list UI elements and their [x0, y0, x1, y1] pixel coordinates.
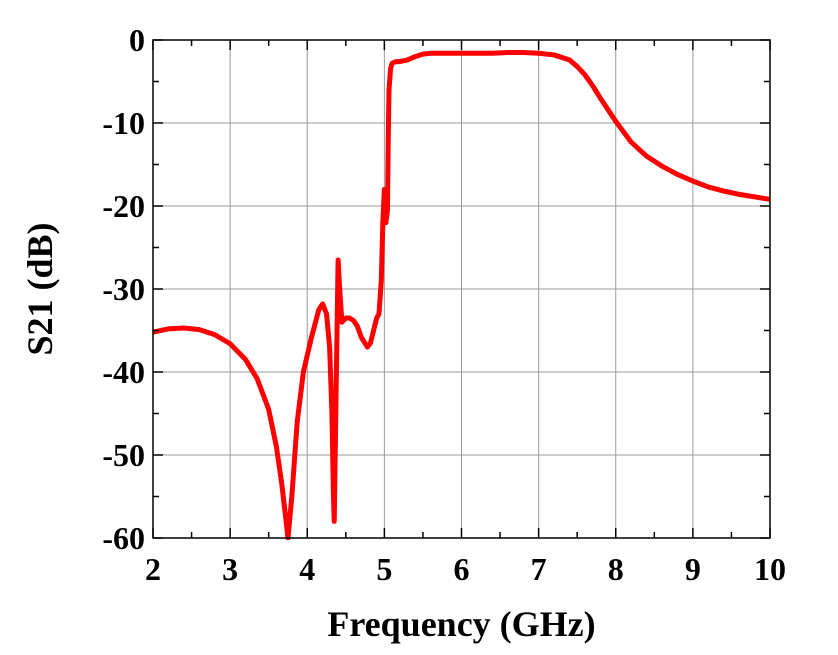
tick-marks — [152, 39, 771, 539]
x-tick-label-6: 8 — [608, 551, 624, 587]
grid-lines — [153, 40, 770, 538]
y-tick-labels: 0 -10 -20 -30 -40 -50 -60 — [102, 22, 145, 556]
x-axis-title: Frequency (GHz) — [327, 604, 595, 644]
x-tick-labels: 2 3 4 5 6 7 8 9 10 — [145, 551, 786, 587]
y-tick-label-0: 0 — [129, 22, 145, 58]
x-tick-label-0: 2 — [145, 551, 161, 587]
x-tick-label-2: 4 — [299, 551, 315, 587]
y-tick-label-1: -10 — [102, 105, 145, 141]
x-tick-label-8: 10 — [754, 551, 786, 587]
x-tick-label-7: 9 — [685, 551, 701, 587]
series-layer — [153, 49, 770, 540]
x-tick-label-3: 5 — [376, 551, 392, 587]
x-tick-label-5: 7 — [531, 551, 547, 587]
y-tick-label-2: -20 — [102, 188, 145, 224]
series-line-s21 — [153, 49, 770, 540]
y-tick-label-4: -40 — [102, 354, 145, 390]
x-tick-label-4: 6 — [454, 551, 470, 587]
x-tick-label-1: 3 — [222, 551, 238, 587]
y-tick-label-5: -50 — [102, 437, 145, 473]
y-tick-label-6: -60 — [102, 520, 145, 556]
y-axis-title: S21 (dB) — [20, 222, 60, 355]
y-tick-label-3: -30 — [102, 271, 145, 307]
